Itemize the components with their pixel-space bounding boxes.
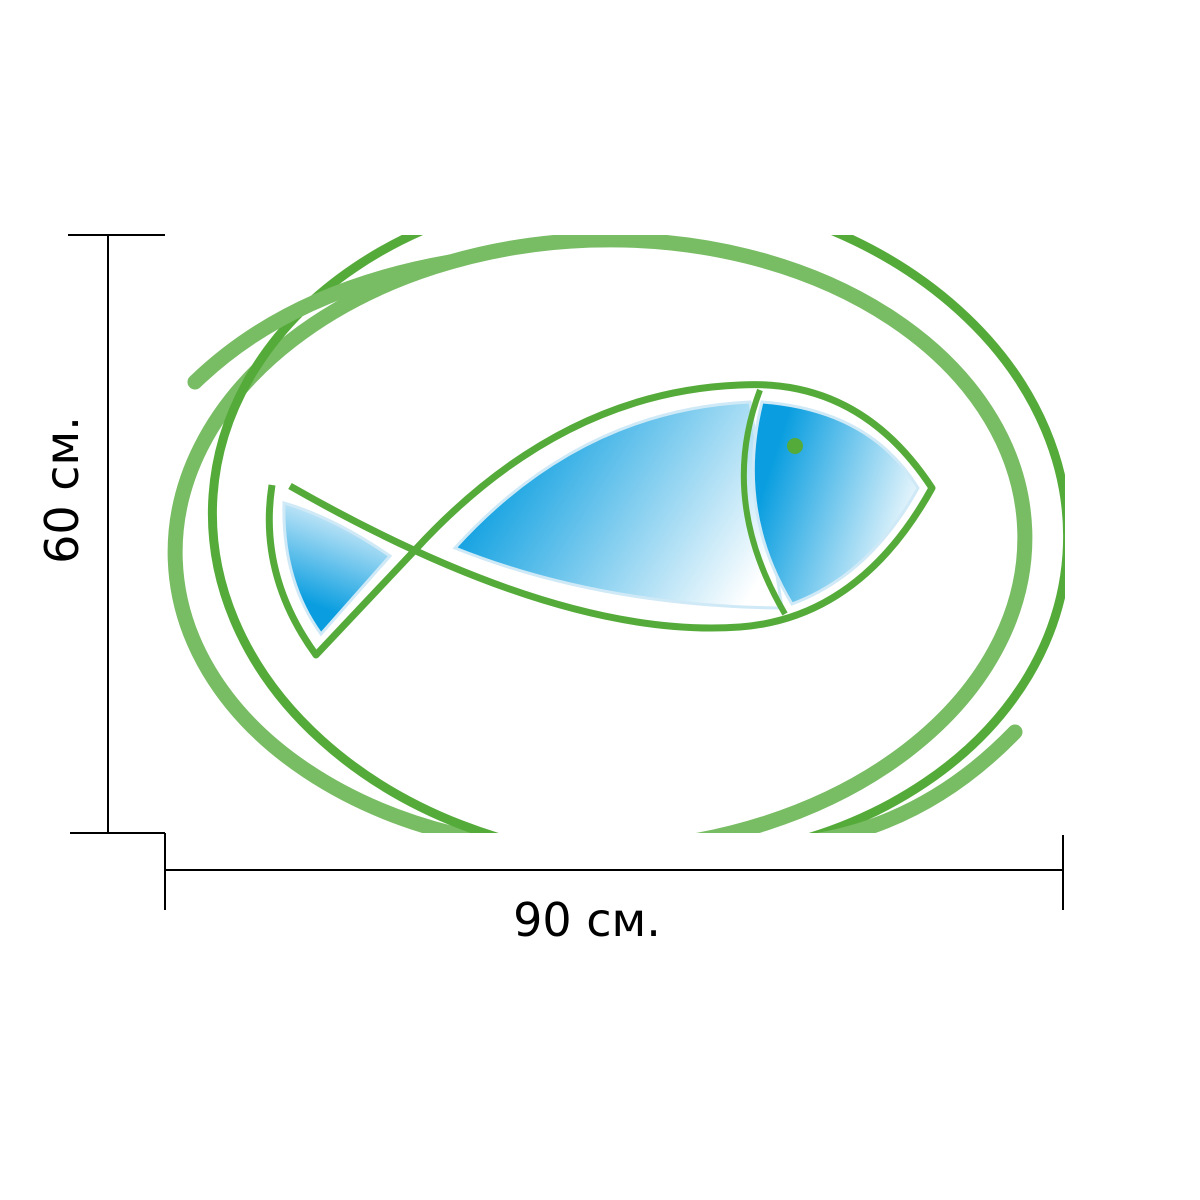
fish-head [751, 400, 920, 606]
artwork [167, 235, 1065, 833]
fish-outline [265, 381, 936, 659]
fish-tail [282, 501, 393, 637]
swirl [817, 724, 1023, 833]
ring-light [167, 235, 1033, 833]
ring-dark [207, 235, 1065, 833]
fish-body [452, 400, 784, 610]
swirl [187, 254, 458, 390]
width-label: 90 см. [513, 893, 661, 947]
height-label: 60 см. [35, 416, 89, 564]
dimension-lines [68, 234, 1064, 910]
fish-gill [740, 388, 788, 616]
fish-eye [787, 438, 803, 454]
